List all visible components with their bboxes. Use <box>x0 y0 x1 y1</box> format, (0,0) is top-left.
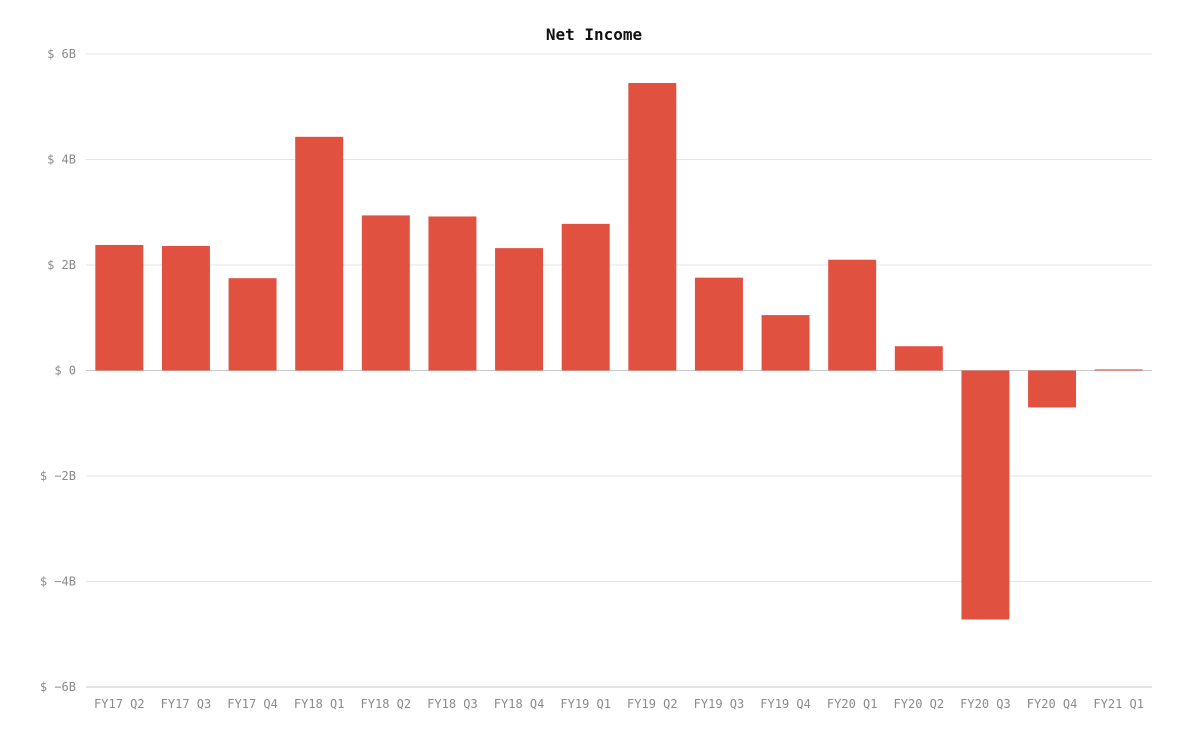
bar <box>428 216 477 371</box>
x-tick-label: FY18 Q2 <box>361 697 412 711</box>
bar <box>1094 369 1143 371</box>
x-tick-label: FY19 Q2 <box>627 697 678 711</box>
y-axis-ticks: $ −6B $ −4B $ −2B $ 0 $ 2B $ 4B $ 6B <box>40 47 76 694</box>
bar <box>228 278 277 371</box>
bars <box>95 83 1143 620</box>
x-tick-label: FY20 Q2 <box>894 697 945 711</box>
bar <box>361 215 410 371</box>
x-tick-label: FY18 Q4 <box>494 697 545 711</box>
y-tick-label: $ 0 <box>54 364 76 378</box>
y-tick-label: $ 4B <box>47 153 76 167</box>
bar <box>495 248 544 371</box>
bar <box>894 346 943 371</box>
chart-title: Net Income <box>546 25 642 44</box>
bar <box>295 136 344 371</box>
bar <box>761 315 810 371</box>
x-tick-label: FY17 Q3 <box>161 697 212 711</box>
x-axis-ticks: FY17 Q2 FY17 Q3 FY17 Q4 FY18 Q1 FY18 Q2 FY18 … <box>94 697 1144 711</box>
bar <box>828 259 877 371</box>
bar <box>1028 370 1077 408</box>
bar <box>628 83 677 371</box>
bar <box>95 244 144 371</box>
bar <box>694 277 743 371</box>
x-tick-label: FY19 Q4 <box>760 697 811 711</box>
x-tick-label: FY18 Q1 <box>294 697 345 711</box>
x-tick-label: FY19 Q1 <box>560 697 611 711</box>
x-tick-label: FY17 Q2 <box>94 697 145 711</box>
bar <box>161 246 210 371</box>
y-tick-label: $ −4B <box>40 575 76 589</box>
bar <box>561 223 610 371</box>
y-tick-label: $ 6B <box>47 47 76 61</box>
x-tick-label: FY20 Q3 <box>960 697 1011 711</box>
bar <box>961 370 1010 620</box>
x-tick-label: FY17 Q4 <box>227 697 278 711</box>
y-tick-label: $ 2B <box>47 258 76 272</box>
x-tick-label: FY19 Q3 <box>694 697 745 711</box>
x-tick-label: FY18 Q3 <box>427 697 478 711</box>
x-tick-label: FY21 Q1 <box>1093 697 1144 711</box>
y-tick-label: $ −2B <box>40 469 76 483</box>
x-tick-label: FY20 Q4 <box>1027 697 1078 711</box>
y-tick-label: $ −6B <box>40 680 76 694</box>
x-tick-label: FY20 Q1 <box>827 697 878 711</box>
